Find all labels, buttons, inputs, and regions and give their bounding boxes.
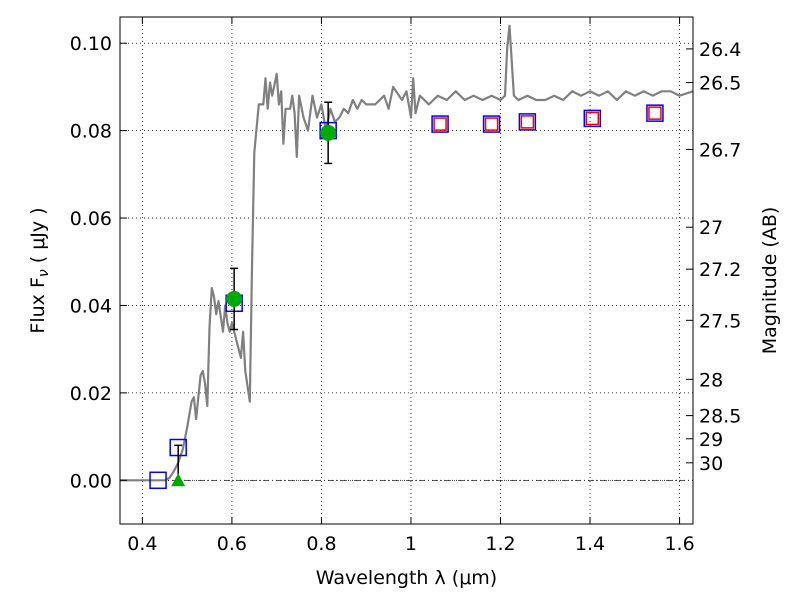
model-square-point (583, 109, 602, 128)
x-tick-label: 0.4 (127, 533, 157, 555)
x-tick-label: 1 (405, 533, 417, 555)
observed-square-point (585, 111, 600, 126)
y-tick-label: 0.08 (70, 121, 112, 143)
magnitude-tick-label: 28 (699, 369, 723, 391)
x-tick-label: 1.6 (664, 533, 694, 555)
y-tick-label: 0.00 (70, 470, 112, 492)
y2-axis-label: Magnitude (AB) (759, 207, 781, 355)
observed-square-point (648, 106, 662, 120)
model-square-point (149, 471, 167, 490)
x-tick-label: 0.8 (306, 533, 336, 555)
marker-layer (149, 101, 664, 490)
y-tick-label: 0.06 (70, 208, 112, 230)
model-square-point (518, 113, 537, 131)
tick-layer: 0.4 0.6 0.8 1 1.2 1.4 1.6 0.00 0.02 0.04 0.06 0.08 0… (70, 17, 741, 555)
detection-point (320, 124, 337, 141)
model-square-point (646, 104, 664, 122)
observed-square-point (484, 117, 499, 131)
magnitude-tick-label: 27 (699, 217, 723, 239)
magnitude-tick-label: 27.5 (699, 310, 741, 332)
observed-square-point (433, 117, 447, 131)
magnitude-tick-label: 26.7 (699, 139, 741, 161)
model-square-point (431, 115, 449, 133)
magnitude-tick-label: 29 (699, 429, 723, 451)
y-axis-label-main: Flux F (27, 277, 49, 333)
x-axis-label: Wavelength λ (μm) (316, 567, 497, 589)
x-tick-label: 1.2 (485, 533, 515, 555)
model-square-point (482, 115, 501, 133)
y-tick-label: 0.02 (70, 383, 112, 405)
magnitude-tick-label: 26.4 (699, 39, 741, 61)
x-tick-label: 0.6 (217, 533, 247, 555)
y-axis-label: Flux Fν ( μJy ) (27, 207, 52, 333)
magnitude-tick-label: 27.2 (699, 259, 741, 281)
plot-frame (119, 16, 694, 525)
magnitude-tick-label: 30 (699, 453, 723, 475)
observed-square-point (520, 115, 535, 129)
y-tick-label: 0.10 (70, 33, 112, 55)
spectrum-line (120, 24, 694, 482)
y-axis-label-sub: ν (36, 269, 52, 277)
x-tick-label: 1.4 (575, 533, 605, 555)
upper-limit-point (171, 473, 186, 487)
magnitude-tick-label: 28.5 (699, 406, 741, 428)
detection-point (226, 290, 243, 307)
y-tick-label: 0.04 (70, 295, 112, 317)
magnitude-tick-label: 26.5 (699, 73, 741, 95)
y-axis-label-unit: ( μJy ) (27, 207, 49, 269)
spectrum-layer (120, 24, 694, 482)
